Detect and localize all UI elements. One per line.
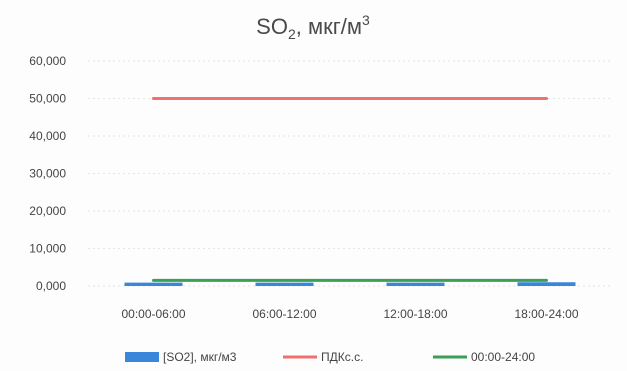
legend-swatch-0 bbox=[125, 352, 159, 362]
legend-label-0: [SO2], мкг/м3 bbox=[163, 350, 237, 364]
y-tick-label-2: 20,000 bbox=[29, 204, 66, 218]
chart-title-suffix: , мкг/м bbox=[296, 14, 362, 39]
line-series bbox=[152, 97, 548, 282]
y-tick-label-0: 0,000 bbox=[36, 279, 66, 293]
chart-title-main: SO bbox=[256, 14, 288, 39]
y-tick-label-6: 60,000 bbox=[29, 54, 66, 68]
legend: [SO2], мкг/м3 ПДКс.с. 00:00-24:00 bbox=[125, 350, 535, 364]
x-tick-label-2: 12:00-18:00 bbox=[383, 307, 447, 321]
bar-0-3 bbox=[517, 282, 576, 286]
y-tick-label-1: 10,000 bbox=[29, 242, 66, 256]
grid-lines bbox=[88, 60, 612, 287]
x-tick-label-0: 00:00-06:00 bbox=[121, 307, 185, 321]
legend-label-2: 00:00-24:00 bbox=[471, 350, 535, 364]
x-axis-ticks: 00:00-06:00 06:00-12:00 12:00-18:00 18:00-2… bbox=[121, 307, 578, 321]
bar-series bbox=[124, 282, 576, 286]
y-tick-label-4: 40,000 bbox=[29, 129, 66, 143]
chart-title-superscript: 3 bbox=[362, 12, 370, 28]
x-tick-label-3: 18:00-24:00 bbox=[514, 307, 578, 321]
y-tick-label-3: 30,000 bbox=[29, 167, 66, 181]
chart-title: SO2, мкг/м3 bbox=[256, 12, 370, 42]
chart-title-subscript: 2 bbox=[288, 26, 296, 42]
bar-0-2 bbox=[386, 282, 445, 286]
y-tick-label-5: 50,000 bbox=[29, 92, 66, 106]
bar-0-0 bbox=[124, 282, 183, 286]
legend-label-1: ПДКс.с. bbox=[321, 350, 363, 364]
bar-0-1 bbox=[255, 282, 314, 286]
x-tick-label-1: 06:00-12:00 bbox=[252, 307, 316, 321]
y-axis-ticks: 0,000 10,000 20,000 30,000 40,000 50,000 60,00… bbox=[29, 54, 66, 293]
